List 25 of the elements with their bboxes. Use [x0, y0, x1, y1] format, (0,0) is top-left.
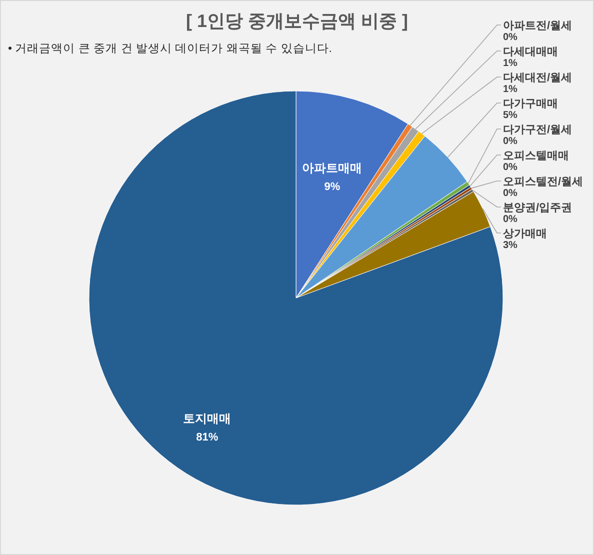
- data-label: 1%: [503, 84, 518, 95]
- data-label: 0%: [503, 32, 518, 43]
- data-label: 0%: [503, 136, 518, 147]
- slice-label: 오피스텔매매: [503, 150, 569, 162]
- slice-label: 아파트매매: [302, 160, 362, 175]
- slice-label: 오피스텔전/월세: [503, 176, 584, 188]
- slice-label: 다가구매매: [503, 98, 558, 110]
- data-label: 0%: [503, 162, 518, 173]
- slice-label: 다세대전/월세: [503, 72, 572, 84]
- data-label: 9%: [324, 180, 340, 193]
- slice-label: 토지매매: [183, 411, 232, 426]
- slice-label: 다가구전/월세: [503, 124, 572, 136]
- data-label: 0%: [503, 188, 518, 199]
- data-label: 5%: [503, 110, 518, 121]
- slice-label: 다세대매매: [503, 46, 558, 58]
- data-label: 0%: [503, 214, 518, 225]
- slice-label: 상가매매: [503, 228, 547, 240]
- data-label: 81%: [196, 431, 218, 444]
- pie-slice: [88, 90, 504, 506]
- data-label: 3%: [503, 240, 518, 251]
- text: • 거래금액이 큰 중개 건 발생시 데이터가 왜곡될 수 있습니다.: [8, 43, 332, 55]
- data-label: 1%: [503, 58, 518, 69]
- chart-title: [ 1인당 중개보수금액 비중 ]: [186, 11, 408, 31]
- slice-label: 아파트전/월세: [503, 20, 572, 32]
- slice-label: 분양권/입주권: [503, 202, 572, 214]
